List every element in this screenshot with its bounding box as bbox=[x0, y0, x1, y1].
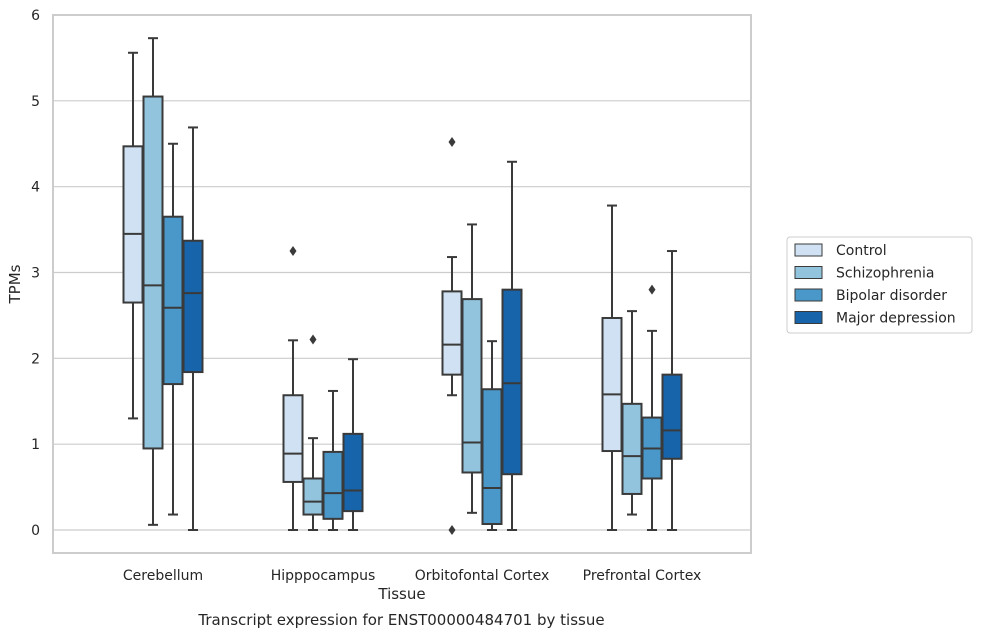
box-iqr bbox=[182, 239, 204, 374]
y-tick-labels: 0 1 2 3 4 5 6 bbox=[31, 8, 40, 539]
box-plot bbox=[441, 137, 463, 535]
legend-swatch bbox=[794, 243, 823, 257]
y-tick-label: 3 bbox=[31, 266, 40, 282]
box-plot bbox=[621, 310, 643, 516]
box-plot bbox=[282, 246, 304, 531]
x-tick-label: Hipppocampus bbox=[271, 568, 376, 584]
outlier-point bbox=[448, 525, 456, 535]
y-tick-label: 1 bbox=[31, 437, 40, 453]
box-iqr bbox=[302, 477, 324, 516]
outlier-point bbox=[309, 334, 317, 345]
box-iqr bbox=[621, 402, 643, 495]
box-plot bbox=[461, 223, 483, 514]
box-plot bbox=[501, 160, 523, 531]
box-plots bbox=[122, 37, 683, 535]
box-iqr bbox=[282, 394, 304, 483]
legend-swatch bbox=[794, 288, 823, 302]
x-tick-label: Prefrontal Cortex bbox=[583, 568, 702, 584]
y-tick-label: 6 bbox=[31, 8, 40, 24]
box-plot bbox=[322, 389, 344, 531]
box-plot bbox=[481, 340, 503, 531]
box-iqr bbox=[162, 215, 184, 386]
figure-caption: Transcript expression for ENST0000048470… bbox=[198, 611, 605, 629]
box-iqr bbox=[601, 316, 623, 453]
y-tick-label: 4 bbox=[31, 180, 40, 196]
box-plot bbox=[122, 51, 144, 420]
box-plot bbox=[601, 204, 623, 531]
box-iqr bbox=[342, 432, 364, 513]
box-plot bbox=[182, 126, 204, 531]
y-tick-label: 0 bbox=[31, 523, 40, 539]
legend-frame bbox=[786, 236, 973, 334]
plot-frame bbox=[52, 14, 752, 554]
box-plot bbox=[661, 250, 683, 531]
y-tick-label: 5 bbox=[31, 94, 40, 110]
box-plot bbox=[162, 142, 184, 516]
outlier-point bbox=[289, 246, 297, 257]
x-tick-label: Cerebellum bbox=[123, 568, 203, 584]
box-iqr bbox=[661, 373, 683, 460]
box-iqr bbox=[122, 145, 144, 304]
y-tick-label: 2 bbox=[31, 351, 40, 367]
box-iqr bbox=[461, 298, 483, 474]
box-plot bbox=[142, 37, 164, 526]
box-iqr bbox=[142, 95, 164, 450]
outlier-point bbox=[448, 137, 456, 148]
box-iqr bbox=[481, 388, 503, 525]
box-iqr bbox=[322, 450, 344, 520]
box-plot bbox=[641, 284, 663, 531]
outlier-point bbox=[648, 284, 656, 295]
box-plot bbox=[302, 334, 324, 531]
x-axis-label: Tissue bbox=[377, 585, 425, 603]
legend-label: Major depression bbox=[836, 311, 956, 327]
box-iqr bbox=[441, 290, 463, 376]
box-iqr bbox=[501, 288, 523, 476]
box-plot bbox=[342, 358, 364, 531]
legend-label: Schizophrenia bbox=[836, 266, 934, 282]
legend-swatch bbox=[794, 311, 823, 324]
legend: Control Schizophrenia Bipolar disorder Majo… bbox=[786, 236, 973, 334]
y-axis-label: TPMs bbox=[6, 264, 24, 304]
x-tick-label: Orbitofontal Cortex bbox=[415, 568, 550, 584]
x-tick-labels: Cerebellum Hipppocampus Orbitofontal Corte… bbox=[123, 568, 701, 584]
legend-swatch bbox=[794, 266, 823, 279]
legend-label: Control bbox=[836, 243, 887, 259]
legend-label: Bipolar disorder bbox=[836, 288, 947, 304]
